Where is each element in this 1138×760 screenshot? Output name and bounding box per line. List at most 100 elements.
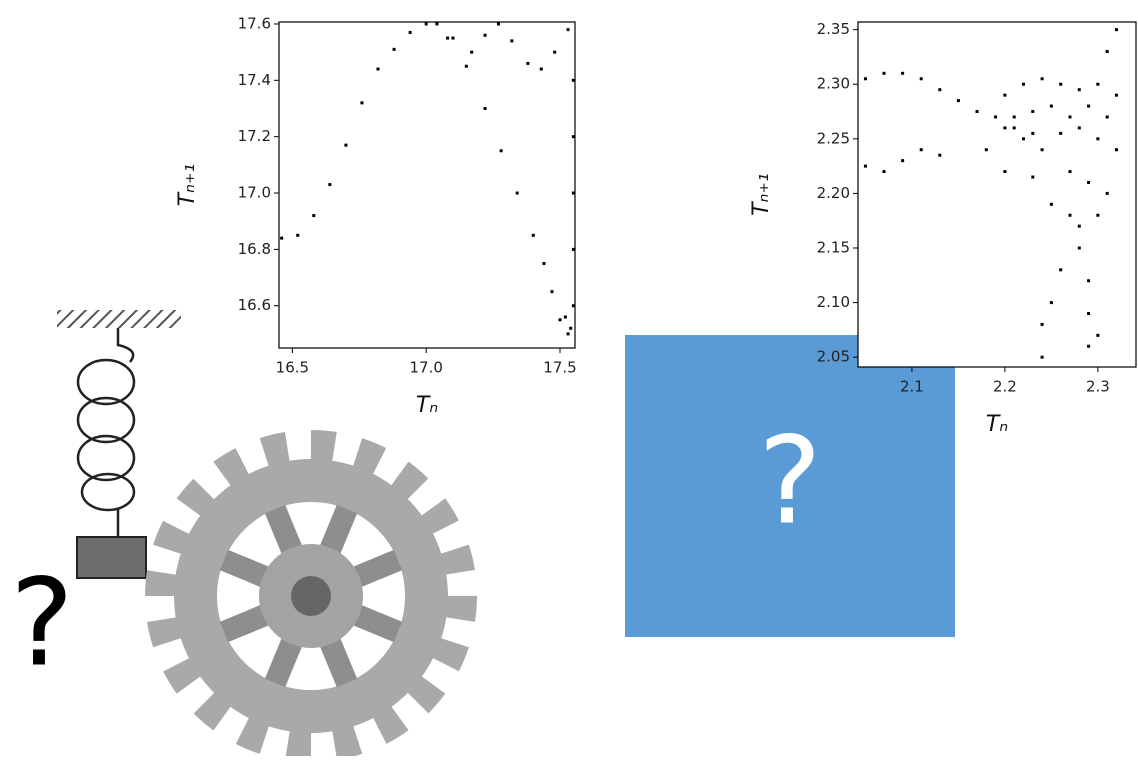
point <box>1041 148 1044 151</box>
point <box>1013 126 1016 129</box>
question-mark: ? <box>10 555 74 694</box>
x-tick-label: 2.2 <box>993 378 1017 396</box>
point <box>572 135 575 138</box>
point <box>1031 132 1034 135</box>
point <box>344 144 347 147</box>
y-tick-label: 2.25 <box>817 129 850 147</box>
point <box>1096 214 1099 217</box>
point <box>1106 115 1109 118</box>
point <box>409 31 412 34</box>
point <box>1115 94 1118 97</box>
point <box>572 192 575 195</box>
point <box>1096 83 1099 86</box>
y-tick-label: 2.20 <box>817 184 850 202</box>
y-tick-label: 17.0 <box>238 184 271 202</box>
point <box>567 332 570 335</box>
y-tick-label: 2.05 <box>817 348 850 366</box>
point <box>564 316 567 319</box>
point <box>1022 137 1025 140</box>
point <box>994 115 997 118</box>
y-tick-label: 17.6 <box>238 14 271 32</box>
plot-area <box>279 22 575 348</box>
point <box>465 65 468 68</box>
point <box>1078 246 1081 249</box>
point <box>425 22 428 25</box>
point <box>901 72 904 75</box>
point <box>976 110 979 113</box>
point <box>883 170 886 173</box>
point <box>1031 176 1034 179</box>
point <box>1087 105 1090 108</box>
x-tick-label: 17.0 <box>409 359 442 377</box>
x-tick-label: 16.5 <box>276 359 309 377</box>
point <box>1115 28 1118 31</box>
point <box>938 154 941 157</box>
point <box>1003 170 1006 173</box>
point <box>532 234 535 237</box>
point <box>312 214 315 217</box>
x-axis-label: Tₙ <box>416 393 438 418</box>
point <box>569 327 572 330</box>
point <box>377 68 380 71</box>
point <box>1078 225 1081 228</box>
point <box>572 304 575 307</box>
point <box>542 262 545 265</box>
point <box>1078 126 1081 129</box>
y-tick-label: 2.10 <box>817 293 850 311</box>
x-tick-label: 2.3 <box>1086 378 1110 396</box>
point <box>451 37 454 40</box>
point <box>280 237 283 240</box>
point <box>540 68 543 71</box>
point <box>1068 214 1071 217</box>
point <box>1003 126 1006 129</box>
point <box>526 62 529 65</box>
point <box>328 183 331 186</box>
point <box>864 77 867 80</box>
x-tick-label: 2.1 <box>900 378 924 396</box>
point <box>567 28 570 31</box>
point <box>1068 115 1071 118</box>
x-axis-label: Tₙ <box>986 412 1008 437</box>
y-tick-label: 17.4 <box>238 71 271 89</box>
point <box>1003 94 1006 97</box>
plot-area <box>858 22 1136 367</box>
point <box>957 99 960 102</box>
y-tick-label: 2.15 <box>817 238 850 256</box>
point <box>920 148 923 151</box>
point <box>1013 115 1016 118</box>
point <box>1050 203 1053 206</box>
y-tick-label: 2.35 <box>817 20 850 38</box>
point <box>1022 83 1025 86</box>
point <box>435 22 438 25</box>
gear <box>161 446 461 746</box>
point <box>1078 88 1081 91</box>
point <box>296 234 299 237</box>
point <box>1050 105 1053 108</box>
point <box>1096 137 1099 140</box>
point <box>510 39 513 42</box>
point <box>470 51 473 54</box>
point <box>985 148 988 151</box>
point <box>360 101 363 104</box>
point <box>1041 323 1044 326</box>
x-tick-label: 17.5 <box>543 359 576 377</box>
point <box>484 34 487 37</box>
point <box>1087 345 1090 348</box>
point <box>1106 50 1109 53</box>
point <box>550 290 553 293</box>
y-axis-label: Tₙ₊₁ <box>749 173 774 216</box>
point <box>1059 268 1062 271</box>
point <box>1059 132 1062 135</box>
point <box>1106 192 1109 195</box>
point <box>1050 301 1053 304</box>
point <box>572 248 575 251</box>
point <box>497 22 500 25</box>
point <box>1031 110 1034 113</box>
question-mark: ? <box>758 413 822 552</box>
point <box>1068 170 1071 173</box>
point <box>559 318 562 321</box>
point <box>1041 77 1044 80</box>
point <box>1041 356 1044 359</box>
point <box>1087 279 1090 282</box>
